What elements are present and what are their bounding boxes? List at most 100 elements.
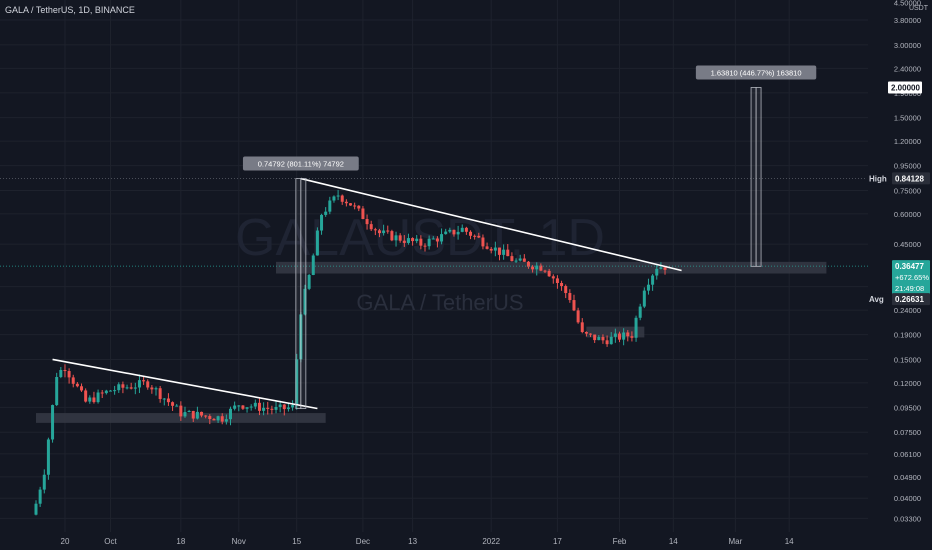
candle-body [431, 238, 435, 240]
last-price: 0.36477 [895, 262, 924, 271]
candle-body [320, 214, 324, 231]
high-value-badge: 0.84128 [895, 174, 924, 183]
candle-body [510, 256, 514, 262]
x-tick-label: 14 [669, 537, 678, 546]
trendline [300, 177, 682, 272]
avg-value-badge-bg [892, 293, 930, 306]
candle-body [154, 388, 158, 390]
y-tick-label: 0.45000 [894, 240, 921, 249]
candle-body [233, 405, 237, 409]
y-tick-label: 0.60000 [894, 210, 921, 219]
candle-body [59, 370, 63, 378]
candle-body [187, 410, 191, 413]
candle-body [551, 276, 555, 279]
y-tick-label: 0.09500 [894, 403, 921, 412]
y-tick-label: 0.12000 [894, 379, 921, 388]
y-tick-label: 0.19000 [894, 331, 921, 340]
y-tick-label: 1.50000 [894, 114, 921, 123]
candle-body [253, 402, 257, 407]
candle-body [353, 205, 357, 207]
candle-body [411, 238, 415, 242]
candle-body [361, 208, 365, 220]
candle-body [340, 195, 344, 202]
candle-body [572, 300, 576, 311]
high-label-badge: High [869, 174, 887, 183]
trendline [52, 358, 318, 410]
candle-body [547, 270, 551, 277]
candle-body [357, 205, 361, 209]
candle-body [96, 392, 100, 403]
y-tick-label: 0.04900 [894, 473, 921, 482]
candle-body [212, 419, 216, 421]
y-axis-unit: USDT [909, 5, 929, 12]
candle-body [626, 332, 630, 337]
watermark-description: GALA / TetherUS [356, 290, 523, 315]
candle-body [249, 406, 253, 408]
candle-body [456, 231, 460, 235]
candle-body [609, 336, 613, 345]
candle-body [522, 258, 526, 262]
candle-body [477, 235, 481, 238]
candle-body [150, 387, 154, 390]
candle-body [88, 397, 92, 402]
candle-body [100, 392, 104, 394]
candle-body [506, 249, 510, 257]
candle-body [332, 196, 336, 201]
candle-body [237, 405, 241, 407]
candle-body [278, 404, 282, 407]
candle-body [369, 224, 373, 230]
candle-body [241, 405, 245, 409]
high-value-badge-bg [892, 172, 930, 185]
candle-body [489, 248, 493, 251]
candle-body [274, 406, 278, 410]
candle-body [55, 377, 59, 406]
candle-body [655, 268, 659, 276]
annotations: 0.74792 (801.11%) 74792 1.63810 (446.77%)… [0, 65, 868, 410]
candle-body [444, 231, 448, 235]
candle-body [535, 265, 539, 270]
candle-body [435, 238, 439, 242]
candle-body [328, 200, 332, 212]
candle-body [142, 380, 146, 382]
candle-body [448, 229, 452, 232]
candle-body [113, 390, 117, 392]
candle-body [183, 412, 187, 417]
candle-body [133, 387, 137, 389]
candle-body [270, 408, 274, 410]
candle-body [303, 288, 307, 315]
x-tick-label: 2022 [482, 537, 500, 546]
price-badges: 2.00000 High 0.84128 0.36477 +672.65% 21:49:0… [866, 81, 930, 306]
candle-body [386, 230, 390, 232]
candle-body [129, 387, 133, 389]
candle-body [526, 261, 530, 267]
candle-body [514, 260, 518, 262]
y-tick-label: 3.80000 [894, 16, 921, 25]
x-tick-label: Oct [104, 537, 117, 546]
measure-label: 1.63810 (446.77%) 163810 [711, 68, 802, 77]
candle-body [518, 258, 522, 261]
candle-body [307, 274, 311, 289]
candle-body [200, 411, 204, 416]
avg-label-badge-bg [866, 293, 890, 306]
y-tick-label: 0.15000 [894, 355, 921, 364]
measure-label-bg [695, 65, 817, 80]
candle-body [642, 290, 646, 307]
candle-body [220, 416, 224, 422]
y-tick-label: 3.00000 [894, 41, 921, 50]
y-tick-label: 0.03300 [894, 514, 921, 523]
x-tick-label: 17 [553, 537, 562, 546]
support-zone [276, 261, 827, 274]
x-tick-label: Nov [232, 537, 246, 546]
candle-body [195, 411, 199, 419]
candle-body [427, 238, 431, 247]
candle-body [419, 238, 423, 246]
candle-body [543, 270, 547, 272]
candle-body [336, 195, 340, 197]
time-axis[interactable]: 20 Oct 18 Nov 15 Dec 13 2022 17 Feb 14 Mar 14 [61, 537, 795, 546]
candle-body [282, 404, 286, 410]
candle-body [613, 333, 617, 337]
y-tick-label: 4.50000 [894, 0, 921, 7]
candle-body [311, 255, 315, 275]
